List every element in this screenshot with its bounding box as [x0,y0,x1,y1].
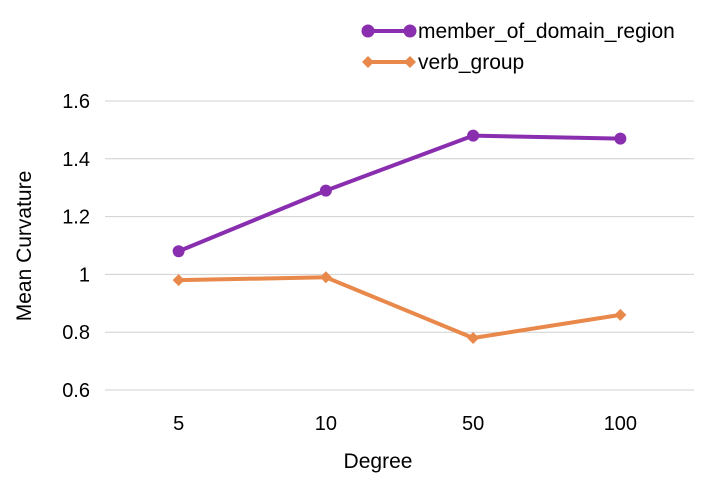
data-point [467,129,480,142]
data-point [362,56,374,68]
y-tick-label: 1.4 [62,149,90,171]
x-tick-labels: 5 10 50 100 [173,413,637,435]
data-point [172,245,185,258]
data-point [614,308,627,321]
grid-lines [105,100,694,391]
data-point [467,331,480,344]
data-point [319,184,332,197]
series-verb_group [172,271,627,344]
legend-item: member_of_domain_region [361,20,675,43]
x-tick-label: 5 [173,413,184,435]
legend-label: verb_group [418,51,524,74]
data-point [404,56,416,68]
x-tick-label: 100 [604,413,637,435]
y-tick-label: 1.6 [62,91,90,113]
data-point [361,24,375,38]
y-tick-label: 0.6 [62,380,90,402]
x-axis-label: Degree [344,450,413,473]
x-tick-label: 10 [315,413,337,435]
y-axis-label: Mean Curvature [13,171,36,322]
data-point [319,271,332,284]
data-point [403,24,417,38]
x-tick-label: 50 [462,413,484,435]
series-line [176,133,623,254]
data-point [172,274,185,287]
y-tick-label: 1.2 [62,207,90,229]
legend: member_of_domain_region verb_group [361,20,675,74]
series-member_of_domain_region [172,129,627,258]
legend-label: member_of_domain_region [418,20,675,43]
data-point [614,132,627,145]
y-tick-labels: 0.6 0.8 1 1.2 1.4 1.6 [62,91,90,402]
legend-item: verb_group [362,51,524,74]
series-layer [172,129,627,344]
y-tick-label: 0.8 [62,322,90,344]
series-line [176,275,623,340]
y-tick-label: 1 [79,264,90,286]
